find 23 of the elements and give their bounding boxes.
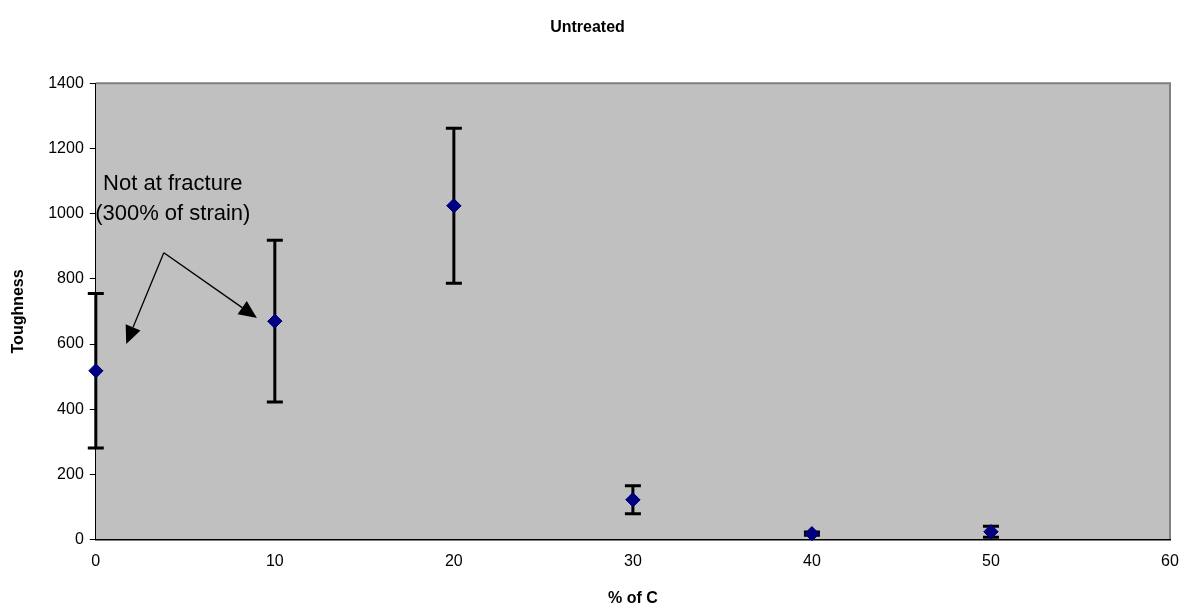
y-tick-label: 1400: [48, 73, 84, 91]
point: [88, 363, 104, 379]
y-tick-label: 1200: [48, 138, 84, 156]
y-axis-title: Toughness: [9, 269, 27, 354]
x-tick-label: 50: [982, 551, 1000, 569]
point: [625, 492, 641, 508]
y-tick-label: 200: [57, 464, 84, 482]
x-tick-label: 0: [91, 551, 101, 569]
x-tick-label: 40: [803, 551, 821, 569]
x-axis-title: % of C: [608, 588, 659, 606]
chart-title: Untreated: [550, 18, 625, 36]
y-tick-label: 0: [74, 530, 84, 548]
x-tick-label: 60: [1161, 551, 1179, 569]
x-tick-label: 30: [624, 551, 642, 569]
x-tick-label: 20: [444, 551, 463, 569]
x-tick-label: 10: [265, 551, 284, 569]
y-tick-label: 1000: [48, 204, 84, 222]
point: [446, 198, 462, 214]
point: [267, 313, 283, 329]
y-tick-label: 800: [57, 269, 84, 287]
y-tick-label: 400: [57, 399, 84, 417]
annotation: Not at fracture (300% of strain): [95, 170, 251, 226]
y-tick-label: 600: [57, 334, 84, 352]
